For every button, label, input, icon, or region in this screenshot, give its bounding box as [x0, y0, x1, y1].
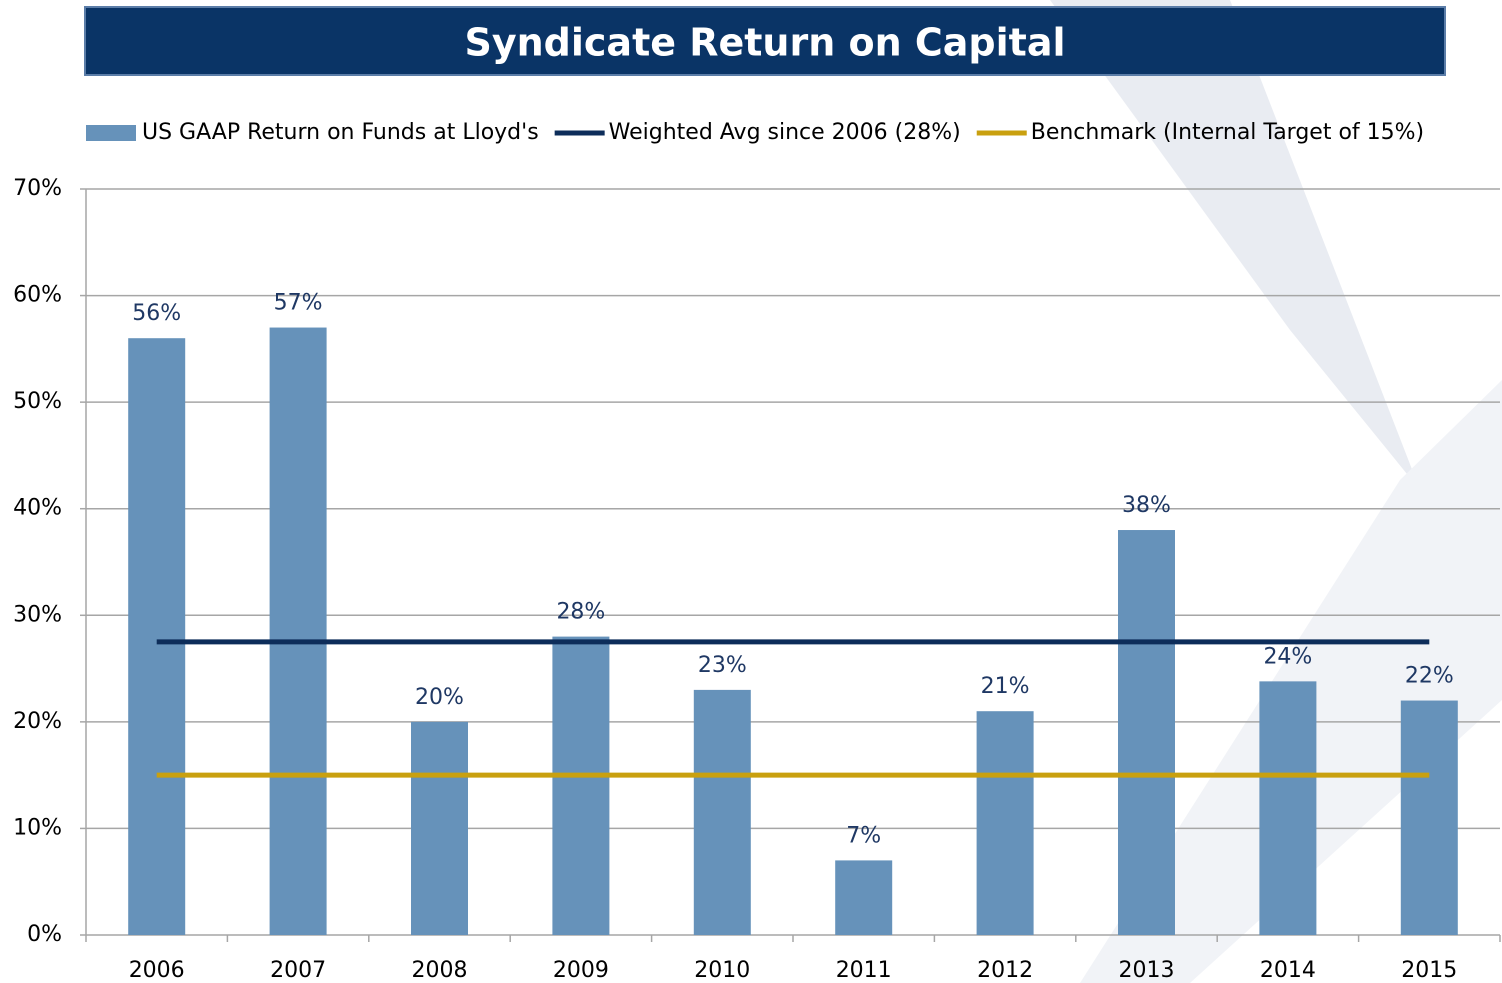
data-label: 57%: [274, 291, 323, 316]
y-tick-label: 60%: [13, 283, 62, 308]
legend-label: Weighted Avg since 2006 (28%): [609, 120, 961, 145]
bar: [552, 636, 610, 935]
legend-label: Benchmark (Internal Target of 15%): [1031, 120, 1424, 145]
y-tick-label: 30%: [13, 602, 62, 627]
y-tick-label: 40%: [13, 496, 62, 521]
bar: [128, 338, 186, 935]
y-tick-label: 20%: [13, 709, 62, 734]
y-tick-label: 0%: [27, 922, 62, 947]
data-label: 23%: [698, 653, 747, 678]
x-tick-label: 2008: [412, 958, 468, 983]
x-tick-label: 2014: [1260, 958, 1316, 983]
legend-label: US GAAP Return on Funds at Lloyd's: [142, 120, 539, 145]
chart-title: Syndicate Return on Capital: [464, 21, 1065, 65]
y-tick-label: 70%: [13, 176, 62, 201]
data-label: 24%: [1263, 644, 1312, 669]
data-label: 38%: [1122, 493, 1171, 518]
data-label: 22%: [1405, 664, 1454, 689]
data-label: 56%: [132, 301, 181, 326]
x-tick-label: 2012: [977, 958, 1033, 983]
y-tick-label: 10%: [13, 815, 62, 840]
y-tick-label: 50%: [13, 389, 62, 414]
bar: [269, 327, 327, 935]
data-label: 20%: [415, 685, 464, 710]
bar: [976, 711, 1034, 935]
x-tick-label: 2010: [694, 958, 750, 983]
x-tick-label: 2006: [129, 958, 185, 983]
background-swoosh: [1050, 0, 1420, 490]
title-banner: [84, 6, 1446, 76]
x-tick-label: 2009: [553, 958, 609, 983]
x-tick-label: 2007: [270, 958, 326, 983]
legend-swatch: [86, 125, 136, 141]
bar: [835, 860, 893, 935]
x-tick-label: 2011: [836, 958, 892, 983]
data-label: 7%: [846, 823, 881, 848]
bar: [693, 689, 751, 935]
bar: [411, 721, 468, 935]
bar: [1118, 530, 1175, 935]
x-tick-label: 2015: [1401, 958, 1457, 983]
x-tick-label: 2013: [1119, 958, 1175, 983]
data-label: 21%: [981, 674, 1030, 699]
data-label: 28%: [556, 600, 605, 625]
bar: [1400, 700, 1458, 935]
bar: [1259, 681, 1317, 935]
